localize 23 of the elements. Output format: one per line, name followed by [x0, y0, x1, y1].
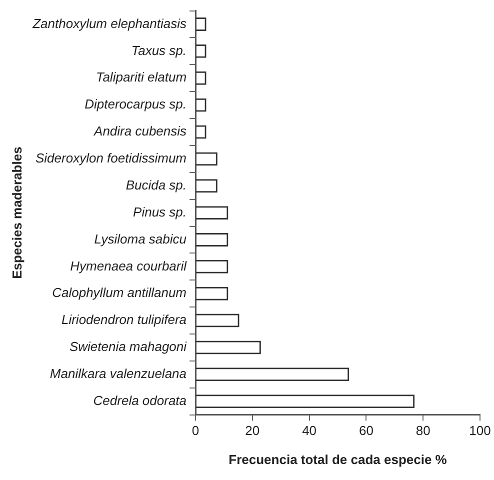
- x-axis-title: Frecuencia total de cada especie %: [228, 452, 448, 467]
- x-tick-label: 80: [416, 423, 430, 438]
- y-tick-label: Cedrela odorata: [93, 392, 187, 408]
- y-tick-label: Andira cubensis: [93, 124, 188, 139]
- y-tick-label: Taxus sp.: [131, 42, 187, 58]
- y-tick-label: Lysiloma sabicu: [94, 231, 187, 246]
- y-tick-label: Sideroxylon foetidissimum: [36, 150, 187, 166]
- y-axis-title: Especies maderables: [9, 146, 24, 279]
- y-tick-label: Manilkara valenzuelana: [50, 366, 187, 382]
- x-tick-label: 0: [192, 423, 200, 438]
- x-tick-label: 60: [358, 423, 374, 438]
- y-tick-label: Pinus sp.: [133, 204, 187, 220]
- y-tick-label: Dipterocarpus sp.: [84, 96, 187, 112]
- y-tick-label: Zanthoxylum elephantiasis: [32, 16, 188, 31]
- x-tick-label: 20: [245, 423, 260, 438]
- y-tick-label: Liriodendron tulipifera: [61, 312, 187, 328]
- x-tick-label: 100: [469, 423, 491, 438]
- y-tick-label: Bucida sp.: [126, 177, 187, 192]
- x-tick-label: 40: [302, 423, 317, 438]
- y-tick-label: Hymenaea courbaril: [70, 258, 188, 274]
- y-tick-label: Talipariti elatum: [96, 70, 187, 85]
- y-tick-label: Swietenia mahagoni: [69, 339, 188, 354]
- y-tick-label: Calophyllum antillanum: [52, 285, 187, 300]
